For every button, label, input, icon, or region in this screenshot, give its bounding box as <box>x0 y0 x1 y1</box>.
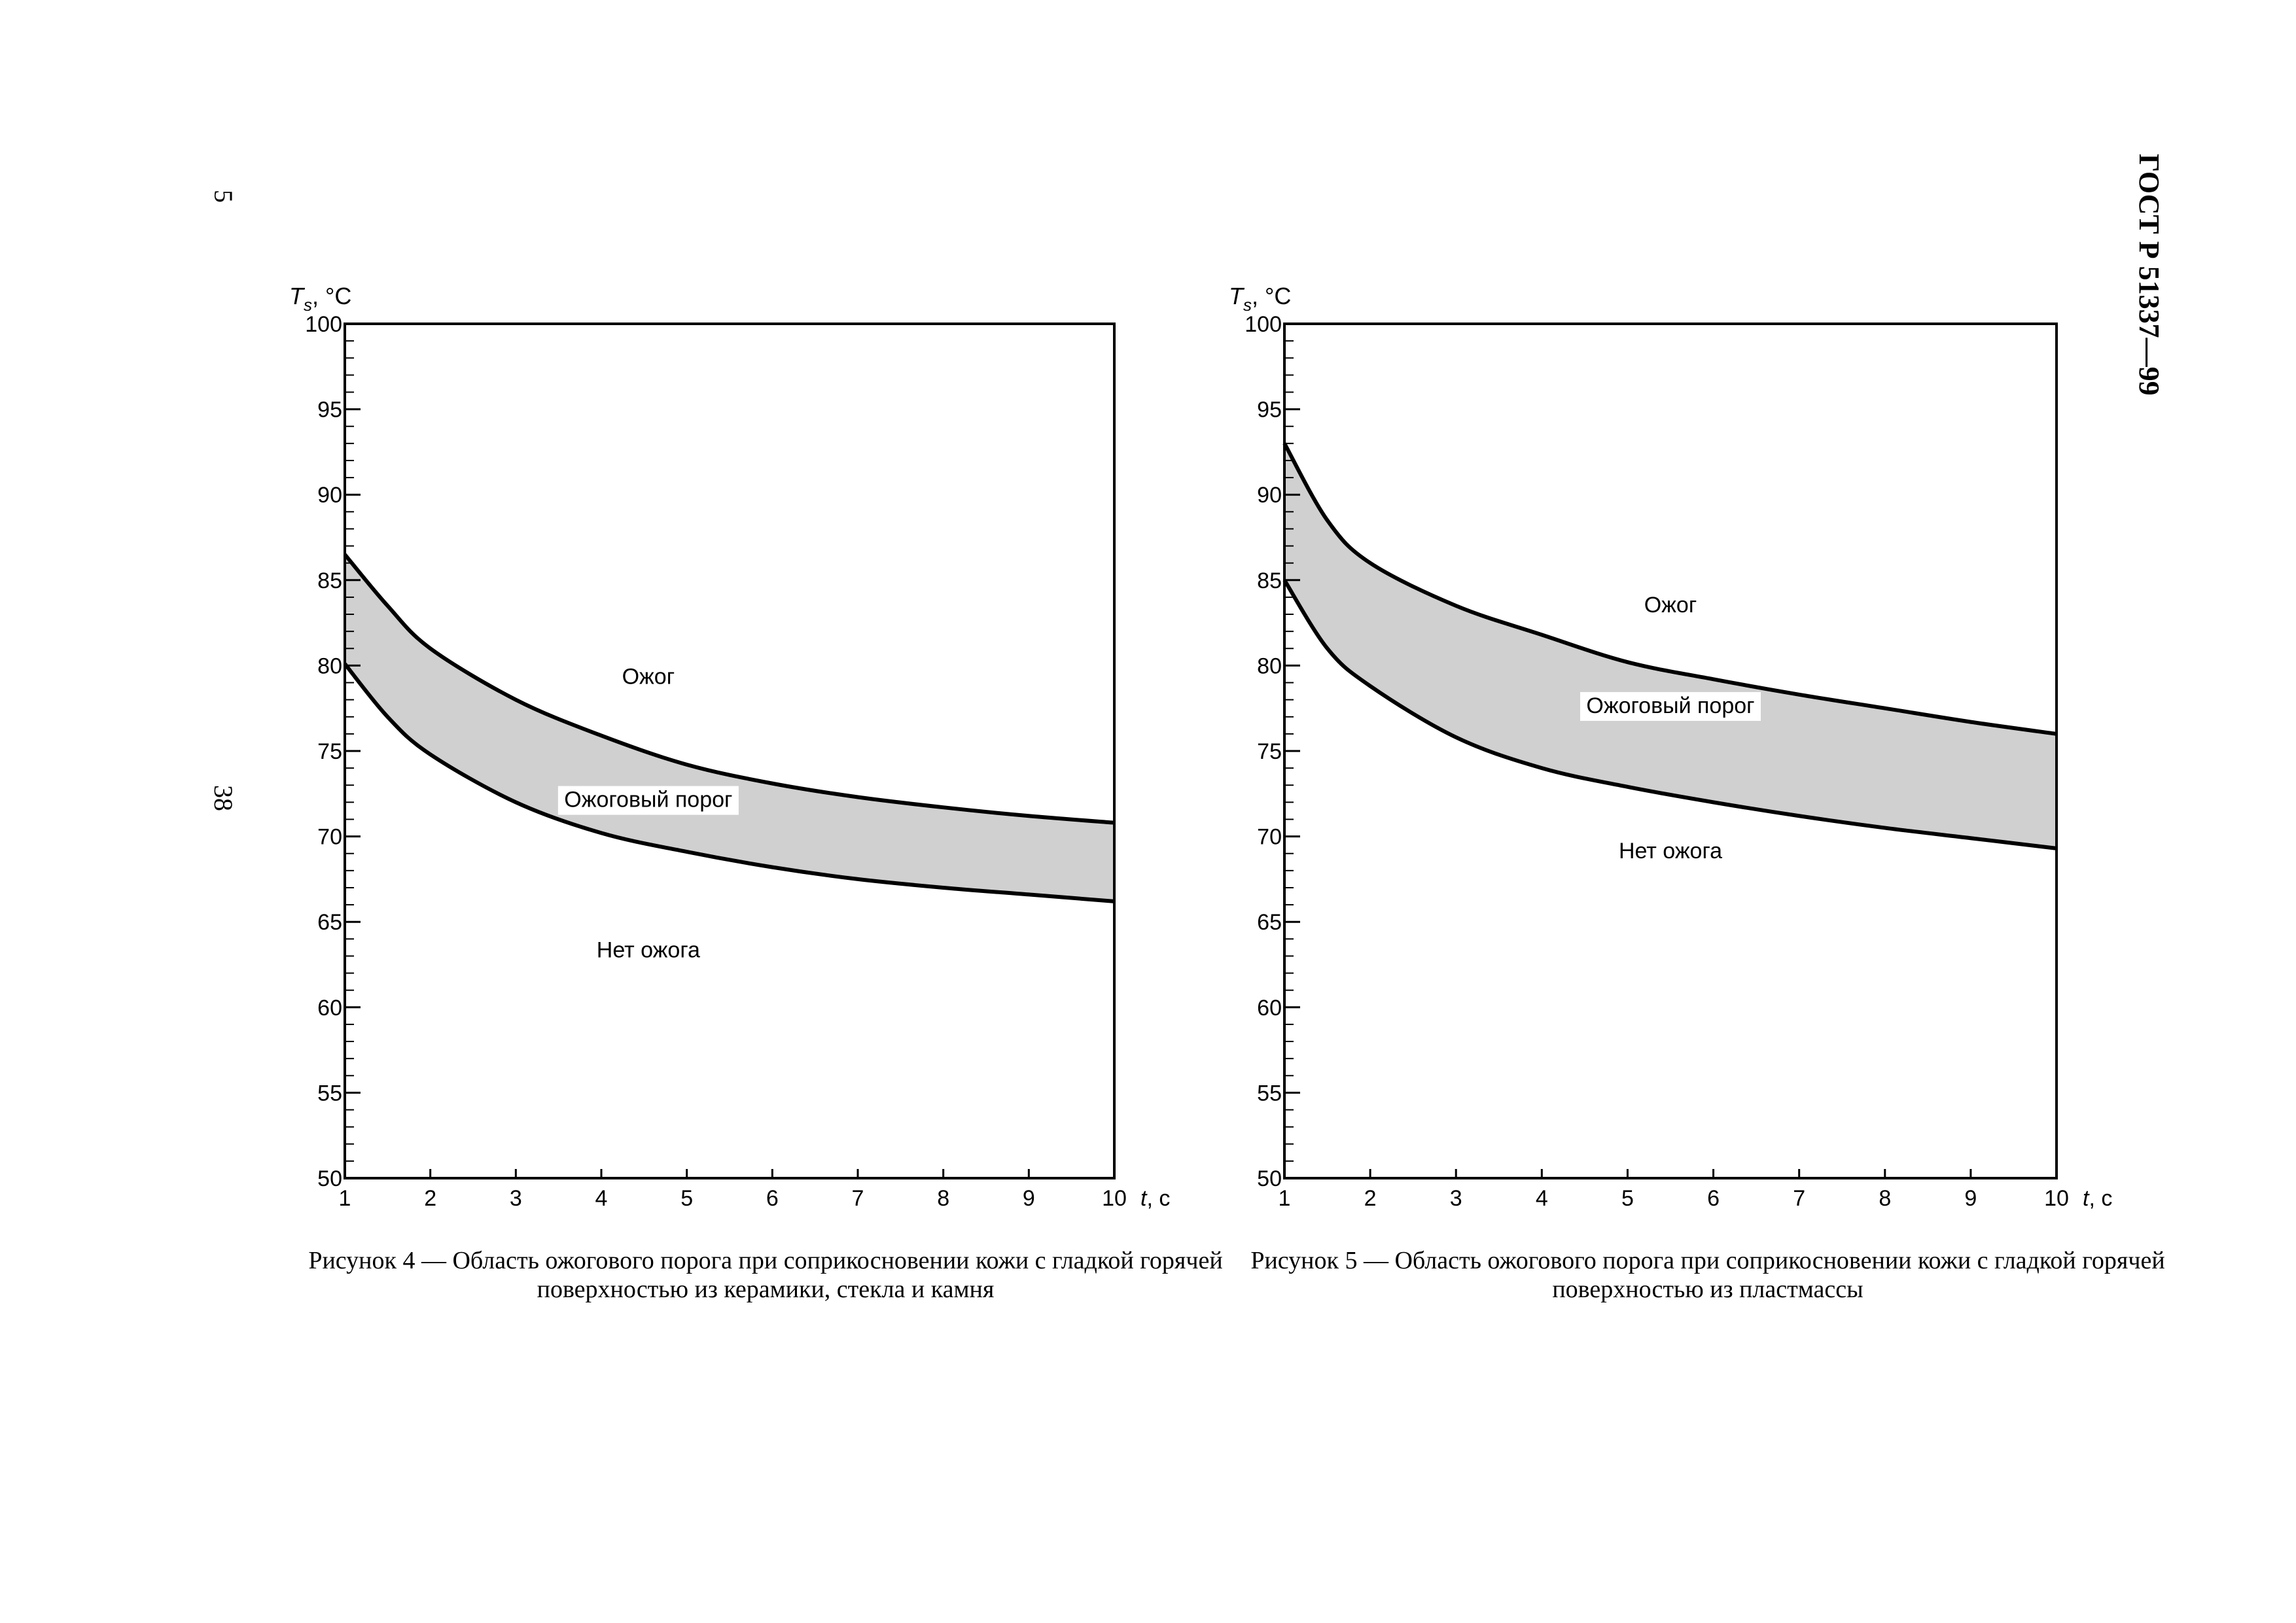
y-tick-label: 50 <box>317 1166 342 1191</box>
x-tick-label: 9 <box>1964 1186 1977 1211</box>
x-tick-label: 4 <box>595 1186 608 1211</box>
x-tick-label: 3 <box>1450 1186 1462 1211</box>
x-tick-label: 10 <box>1102 1186 1127 1211</box>
figure-4-caption: Рисунок 4 — Область ожогового порога при… <box>308 1247 1223 1303</box>
region-label-no-burn: Нет ожога <box>597 937 700 962</box>
x-axis-label: t, с <box>2083 1186 2112 1211</box>
x-tick-label: 5 <box>1621 1186 1634 1211</box>
y-tick-label: 65 <box>317 910 342 935</box>
upper-boundary-line <box>1282 442 2057 736</box>
x-tick-label: 8 <box>1879 1186 1891 1211</box>
lower-boundary-line <box>343 662 1115 903</box>
threshold-label-bg <box>1580 691 1761 721</box>
y-tick-label: 50 <box>1257 1166 1282 1191</box>
region-label-burn: Ожог <box>622 665 675 689</box>
x-tick-label: 6 <box>766 1186 779 1211</box>
x-tick-label: 7 <box>852 1186 864 1211</box>
y-tick-label: 75 <box>1257 739 1282 764</box>
y-tick-label: 60 <box>317 996 342 1021</box>
y-axis-label: Ts, °C <box>289 283 351 315</box>
x-tick-label: 4 <box>1536 1186 1548 1211</box>
chart-2: 50 55 60 65 70 75 80 85 90 95 100 1 2 3 4 5 6 7 8 9 10 Ts, °C… <box>1229 283 2112 1211</box>
x-tick-label: 7 <box>1793 1186 1805 1211</box>
region-label-no-burn: Нет ожога <box>1619 839 1722 864</box>
x-tick-label: 1 <box>1279 1186 1291 1211</box>
region-label-threshold: Ожоговый порог <box>564 788 732 812</box>
upper-boundary-line <box>343 553 1115 825</box>
y-tick-label: 70 <box>1257 825 1282 850</box>
y-tick-label: 75 <box>317 739 342 764</box>
region-label-threshold: Ожоговый порог <box>1586 693 1754 718</box>
x-tick-label: 5 <box>680 1186 693 1211</box>
figure-5-caption: Рисунок 5 — Область ожогового порога при… <box>1250 1247 2165 1303</box>
y-tick-label: 65 <box>1257 910 1282 935</box>
y-tick-label: 70 <box>317 825 342 850</box>
y-tick-label: 95 <box>1257 398 1282 423</box>
lower-boundary-line <box>1282 579 2057 850</box>
x-tick-label: 2 <box>424 1186 436 1211</box>
threshold-band <box>1284 443 2057 848</box>
y-tick-label: 100 <box>305 312 342 337</box>
threshold-band <box>345 554 1114 901</box>
y-tick-label: 80 <box>1257 654 1282 678</box>
region-label-burn: Ожог <box>1644 593 1697 618</box>
x-tick-label: 3 <box>510 1186 522 1211</box>
y-tick-label: 95 <box>317 398 342 423</box>
chart-1: 50 55 60 65 70 75 80 85 90 95 100 1 2 3 4 5 6 7 8 9 10 Ts, °C… <box>289 283 1170 1211</box>
x-tick-label: 2 <box>1364 1186 1377 1211</box>
y-tick-label: 90 <box>1257 483 1282 508</box>
x-tick-label: 8 <box>937 1186 949 1211</box>
x-axis-label: t, с <box>1140 1186 1170 1211</box>
y-tick-label: 80 <box>317 654 342 678</box>
x-tick-label: 6 <box>1707 1186 1720 1211</box>
y-tick-label: 85 <box>1257 568 1282 593</box>
y-tick-label: 85 <box>317 568 342 593</box>
y-tick-label: 55 <box>1257 1081 1282 1106</box>
x-tick-label: 9 <box>1023 1186 1035 1211</box>
y-tick-label: 90 <box>317 483 342 508</box>
y-tick-label: 100 <box>1245 312 1282 337</box>
y-axis-label: Ts, °C <box>1229 283 1291 315</box>
x-tick-label: 1 <box>339 1186 351 1211</box>
y-tick-label: 55 <box>317 1081 342 1106</box>
y-tick-label: 60 <box>1257 996 1282 1021</box>
threshold-label-bg <box>557 786 739 815</box>
x-tick-label: 10 <box>2044 1186 2069 1211</box>
